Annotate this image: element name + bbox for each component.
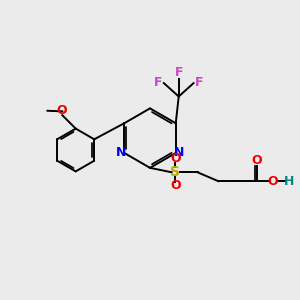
Text: O: O [56,104,67,117]
Text: H: H [284,175,294,188]
Text: N: N [116,146,126,160]
Text: N: N [174,146,184,160]
Text: F: F [154,76,163,89]
Text: O: O [170,152,181,165]
Text: O: O [170,179,181,192]
Text: O: O [268,175,278,188]
Text: O: O [252,154,262,167]
Text: S: S [170,165,180,179]
Text: F: F [195,76,203,89]
Text: F: F [175,66,183,79]
